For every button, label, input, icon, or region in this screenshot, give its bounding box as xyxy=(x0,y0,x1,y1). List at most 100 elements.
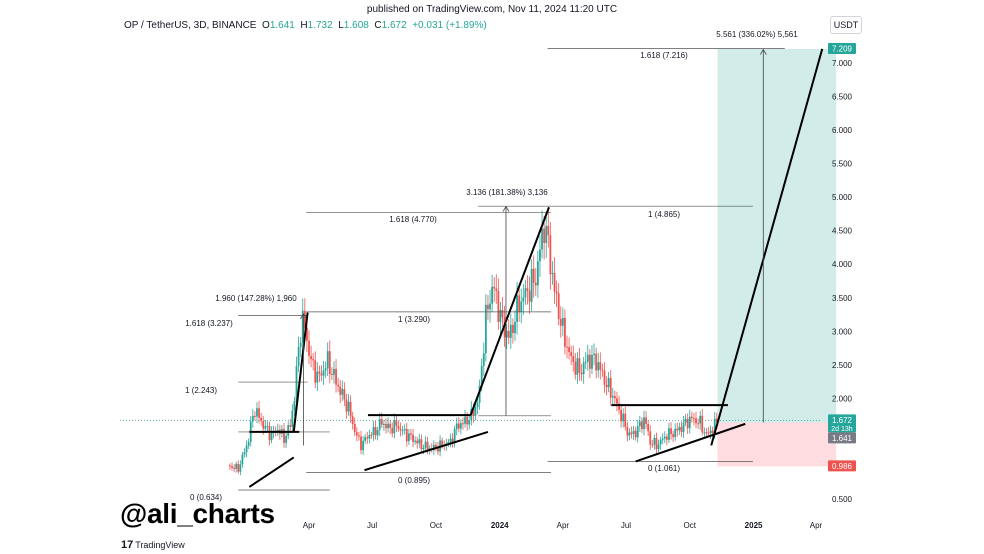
price-tick-label: 3.500 xyxy=(832,294,853,303)
candle-body xyxy=(580,372,583,375)
price-tick-label: 0.500 xyxy=(832,495,853,504)
time-tick-label: Apr xyxy=(303,521,316,530)
measure-arrowhead xyxy=(759,48,767,55)
candle-body xyxy=(509,324,512,338)
candle-body xyxy=(676,428,679,431)
candle-body xyxy=(553,272,556,292)
candle-body xyxy=(476,402,479,408)
candle-body xyxy=(487,304,489,310)
fib-label: 1.618 (4.770) xyxy=(389,215,437,224)
price-tick-label: 2.500 xyxy=(832,361,853,370)
candle-body xyxy=(258,408,260,418)
candle-body xyxy=(316,371,319,383)
candle-body xyxy=(291,410,294,427)
candle-body xyxy=(603,370,606,385)
candle-body xyxy=(360,436,362,451)
candle-body xyxy=(247,441,250,446)
symbol-name[interactable]: OP / TetherUS, 3D, BINANCE xyxy=(124,20,257,31)
candles xyxy=(229,207,718,476)
candle-body xyxy=(462,423,464,425)
candle-body xyxy=(370,434,373,436)
candle-body xyxy=(672,434,675,438)
candle-body xyxy=(328,351,331,375)
candle-body xyxy=(324,368,327,371)
candle-body xyxy=(293,401,296,411)
candle-body xyxy=(670,428,672,435)
candle-body xyxy=(632,430,635,434)
candle-body xyxy=(499,310,502,322)
trendline xyxy=(364,430,489,472)
candle-body xyxy=(362,440,364,451)
candle-body xyxy=(303,310,306,328)
candle-body xyxy=(624,413,627,427)
candle-body xyxy=(403,429,406,431)
candle-body xyxy=(405,429,408,442)
tradingview-logo: 17 TradingView xyxy=(121,539,185,551)
candle-body xyxy=(270,432,273,441)
candle-body xyxy=(638,421,641,427)
currency-button[interactable]: USDT xyxy=(830,16,862,34)
candle-body xyxy=(491,286,494,304)
candle-body xyxy=(299,342,302,347)
candle-body xyxy=(545,225,548,243)
candle-body xyxy=(451,438,454,444)
candle-body xyxy=(420,439,423,450)
candle-body xyxy=(478,386,481,403)
candle-body xyxy=(578,358,581,373)
candle-body xyxy=(649,431,652,445)
candle-body xyxy=(464,416,466,424)
candle-body xyxy=(310,355,312,360)
candle-body xyxy=(601,369,604,371)
target-zone xyxy=(717,48,837,423)
candle-body xyxy=(376,430,379,436)
trendline xyxy=(635,422,746,463)
candle-body xyxy=(276,429,279,432)
candle-body xyxy=(522,297,525,302)
candle-body xyxy=(574,361,577,375)
close-label: C xyxy=(374,20,382,31)
candle-body xyxy=(682,422,685,432)
candle-body xyxy=(320,373,323,376)
candle-body xyxy=(543,228,546,243)
candle-body xyxy=(613,396,616,399)
open-price-badge: 1.641 xyxy=(832,434,853,443)
candle-body xyxy=(312,359,315,361)
trendline xyxy=(710,48,824,446)
trendline xyxy=(469,206,550,416)
candle-body xyxy=(254,415,256,417)
open-price-badge-bg xyxy=(828,432,856,444)
fib-label: 1.960 (147.28%) 1,960 xyxy=(215,294,297,303)
candle-body xyxy=(453,429,456,444)
candle-body xyxy=(626,426,629,436)
candle-body xyxy=(231,466,233,468)
stop-zone xyxy=(717,422,837,467)
candle-body xyxy=(301,310,304,343)
candle-body xyxy=(599,362,602,370)
fib-label: 1 (3.290) xyxy=(398,315,430,324)
candle-body xyxy=(561,317,564,326)
candle-body xyxy=(318,371,321,374)
candle-body xyxy=(437,447,439,452)
candle-body xyxy=(391,427,394,434)
price-tick-label: 3.000 xyxy=(832,327,853,336)
candle-body xyxy=(389,423,392,428)
candle-body xyxy=(584,361,587,363)
candle-body xyxy=(466,416,469,425)
trendline xyxy=(248,456,295,488)
candle-body xyxy=(414,440,417,442)
stop-price-badge-bg xyxy=(828,460,856,472)
candle-body xyxy=(335,368,337,385)
candle-body xyxy=(593,353,595,355)
candle-body xyxy=(295,366,298,402)
candle-body xyxy=(653,437,656,445)
price-tick-label: 4.500 xyxy=(832,227,853,236)
candle-body xyxy=(512,324,514,334)
candle-body xyxy=(630,432,633,434)
candle-body xyxy=(289,425,292,427)
candle-body xyxy=(643,417,645,430)
candle-body xyxy=(251,415,254,422)
candle-body xyxy=(618,403,620,410)
candle-body xyxy=(657,444,660,450)
candle-body xyxy=(680,426,683,432)
